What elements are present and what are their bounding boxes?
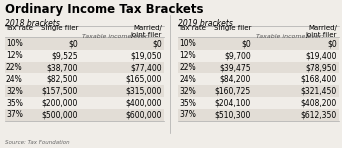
Text: 2018 brackets: 2018 brackets bbox=[5, 19, 60, 28]
Text: $19,050: $19,050 bbox=[131, 51, 162, 60]
Text: 24%: 24% bbox=[179, 75, 196, 84]
Text: 32%: 32% bbox=[179, 87, 196, 96]
Text: $9,700: $9,700 bbox=[224, 51, 251, 60]
Text: $510,300: $510,300 bbox=[215, 110, 251, 119]
Text: Taxable income over:: Taxable income over: bbox=[256, 34, 324, 39]
Text: 37%: 37% bbox=[179, 110, 196, 119]
Text: Single filer: Single filer bbox=[41, 25, 78, 31]
Bar bbox=[5, 38, 164, 50]
Text: $200,000: $200,000 bbox=[42, 99, 78, 107]
Text: Taxable income over:: Taxable income over: bbox=[82, 34, 150, 39]
Bar bbox=[178, 38, 339, 50]
Bar bbox=[5, 85, 164, 97]
Text: 37%: 37% bbox=[6, 110, 23, 119]
Bar bbox=[178, 97, 339, 109]
Bar bbox=[5, 62, 164, 73]
Text: $612,350: $612,350 bbox=[301, 110, 337, 119]
Text: $500,000: $500,000 bbox=[41, 110, 78, 119]
Text: 10%: 10% bbox=[6, 40, 23, 49]
Text: $168,400: $168,400 bbox=[301, 75, 337, 84]
Text: Ordinary Income Tax Brackets: Ordinary Income Tax Brackets bbox=[5, 3, 203, 16]
Text: Married/
joint filer: Married/ joint filer bbox=[306, 25, 337, 37]
Text: $204,100: $204,100 bbox=[215, 99, 251, 107]
Text: Source: Tax Foundation: Source: Tax Foundation bbox=[5, 140, 70, 145]
Bar bbox=[5, 73, 164, 85]
Bar bbox=[178, 85, 339, 97]
Text: $19,400: $19,400 bbox=[305, 51, 337, 60]
Text: $39,475: $39,475 bbox=[219, 63, 251, 72]
Bar bbox=[178, 73, 339, 85]
Text: $38,700: $38,700 bbox=[47, 63, 78, 72]
Text: Tax rate: Tax rate bbox=[5, 25, 33, 31]
Text: Married/
joint filer: Married/ joint filer bbox=[131, 25, 162, 37]
Text: 35%: 35% bbox=[6, 99, 23, 107]
Bar bbox=[5, 97, 164, 109]
Bar bbox=[5, 109, 164, 121]
Text: Tax rate: Tax rate bbox=[178, 25, 206, 31]
Bar bbox=[178, 109, 339, 121]
Text: $408,200: $408,200 bbox=[301, 99, 337, 107]
Text: 35%: 35% bbox=[179, 99, 196, 107]
Text: $78,950: $78,950 bbox=[305, 63, 337, 72]
Text: $400,000: $400,000 bbox=[126, 99, 162, 107]
Text: $165,000: $165,000 bbox=[126, 75, 162, 84]
Text: 2019 brackets: 2019 brackets bbox=[178, 19, 233, 28]
Bar bbox=[178, 62, 339, 73]
Text: $84,200: $84,200 bbox=[220, 75, 251, 84]
Text: Single filer: Single filer bbox=[214, 25, 251, 31]
Text: $82,500: $82,500 bbox=[47, 75, 78, 84]
Bar bbox=[5, 50, 164, 62]
Text: $600,000: $600,000 bbox=[126, 110, 162, 119]
Text: $0: $0 bbox=[241, 40, 251, 49]
Text: $157,500: $157,500 bbox=[42, 87, 78, 96]
Text: $9,525: $9,525 bbox=[51, 51, 78, 60]
Text: $0: $0 bbox=[68, 40, 78, 49]
Text: 12%: 12% bbox=[6, 51, 23, 60]
Text: $77,400: $77,400 bbox=[130, 63, 162, 72]
Text: $160,725: $160,725 bbox=[215, 87, 251, 96]
Text: $321,450: $321,450 bbox=[301, 87, 337, 96]
Bar bbox=[178, 50, 339, 62]
Text: 32%: 32% bbox=[6, 87, 23, 96]
Text: 22%: 22% bbox=[6, 63, 23, 72]
Text: 10%: 10% bbox=[179, 40, 196, 49]
Text: $315,000: $315,000 bbox=[126, 87, 162, 96]
Text: 22%: 22% bbox=[179, 63, 196, 72]
Text: 24%: 24% bbox=[6, 75, 23, 84]
Text: $0: $0 bbox=[327, 40, 337, 49]
Text: 12%: 12% bbox=[179, 51, 196, 60]
Text: $0: $0 bbox=[152, 40, 162, 49]
